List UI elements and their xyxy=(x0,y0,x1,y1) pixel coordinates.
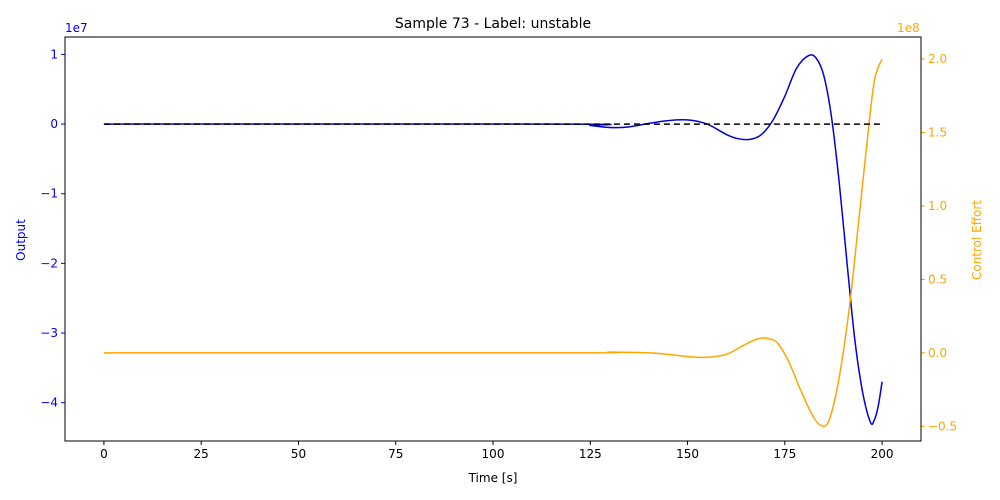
x-tick-label: 175 xyxy=(773,447,796,461)
x-tick-label: 150 xyxy=(676,447,699,461)
x-tick-label: 25 xyxy=(194,447,209,461)
y-right-tick-label: 2.0 xyxy=(928,52,947,66)
y-right-tick-label: 0.5 xyxy=(928,272,947,286)
x-tick-label: 0 xyxy=(100,447,108,461)
y-left-tick-label: 1 xyxy=(50,47,58,61)
x-tick-label: 200 xyxy=(871,447,894,461)
control-effort-series-line xyxy=(103,58,883,428)
x-tick-label: 100 xyxy=(482,447,505,461)
y-right-tick-label: 1.0 xyxy=(928,199,947,213)
chart-marks: 0 25 50 75 100 125 150 175 200 1 0 −1 −2 −3 −4 2.0 1.5 1.… xyxy=(40,47,957,461)
y-right-tick-label: 0.0 xyxy=(928,346,947,360)
y-axis-label-right: Control Effort xyxy=(970,200,984,280)
y-axis-label-left: Output xyxy=(14,219,28,261)
right-offset-label: 1e8 xyxy=(897,21,920,35)
plot-frame xyxy=(64,36,922,442)
y-left-tick-label: −1 xyxy=(40,187,58,201)
chart-title: Sample 73 - Label: unstable xyxy=(395,16,591,32)
y-left-tick-label: −4 xyxy=(40,396,58,410)
y-right-tick-label: 1.5 xyxy=(928,125,947,139)
x-axis-label: Time [s] xyxy=(468,471,518,485)
left-offset-label: 1e7 xyxy=(65,21,88,35)
x-tick-label: 50 xyxy=(291,447,306,461)
y-left-tick-label: −2 xyxy=(40,256,58,270)
x-tick-label: 125 xyxy=(579,447,602,461)
x-tick-label: 75 xyxy=(388,447,403,461)
output-series-line xyxy=(103,54,883,426)
y-left-tick-label: 0 xyxy=(50,117,58,131)
y-left-tick-label: −3 xyxy=(40,326,58,340)
y-right-tick-label: −0.5 xyxy=(928,419,957,433)
